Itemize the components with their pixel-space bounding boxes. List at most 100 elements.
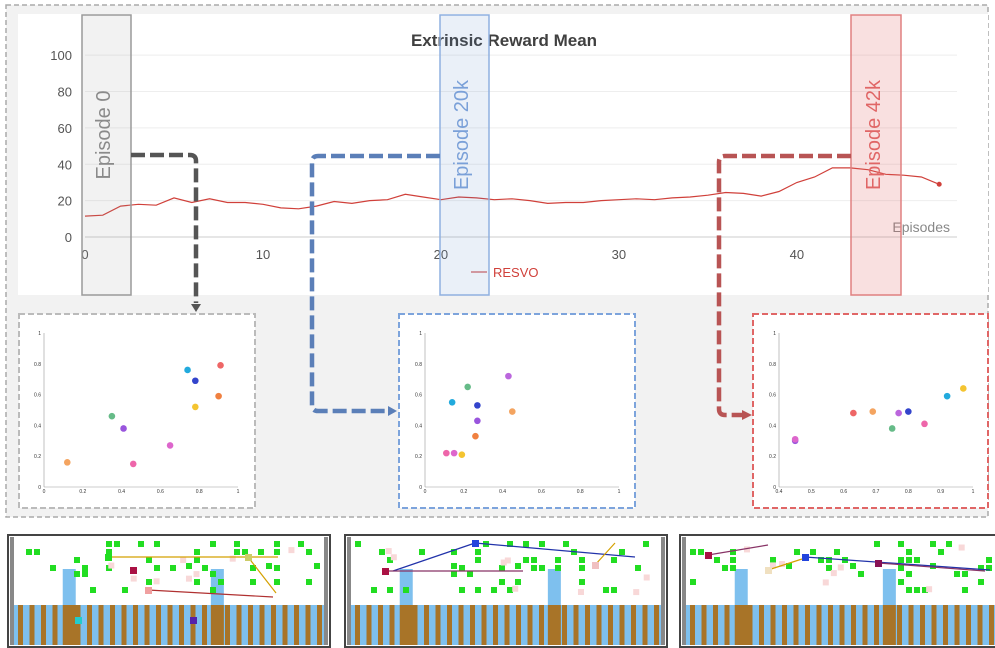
connector-episode-42k: [716, 153, 851, 418]
game-green-cell: [818, 557, 824, 563]
game-green-cell: [938, 549, 944, 555]
game-green-cell: [274, 565, 280, 571]
y-tick-label: 80: [58, 85, 72, 100]
game-green-cell: [770, 557, 776, 563]
game-pillar: [412, 605, 418, 645]
episode-42k-highlight: [850, 14, 902, 296]
game-pillar: [874, 605, 879, 645]
game-green-cell: [906, 549, 912, 555]
game-green-cell: [730, 565, 736, 571]
game-border-left: [347, 537, 351, 645]
game-pillar: [931, 605, 937, 645]
game-green-cell: [978, 565, 984, 571]
game-pink-cell: [390, 554, 397, 561]
game-green-cell: [698, 549, 704, 555]
game-green-cell: [978, 579, 984, 585]
game-pink-cell: [822, 579, 829, 586]
game-green-cell: [114, 541, 120, 547]
game-pillar: [770, 605, 776, 645]
game-green-cell: [515, 563, 521, 569]
game-green-cell: [722, 565, 728, 571]
game-green-cell: [690, 579, 696, 585]
game-green-cell: [850, 563, 856, 569]
game-green-cell: [946, 541, 952, 547]
game-pillar-large: [62, 605, 76, 645]
game-green-cell: [387, 557, 393, 563]
game-snapshot-episode-42k: [679, 534, 995, 648]
game-pillar: [966, 605, 971, 645]
scatter-x-tick-label: 0.5: [808, 489, 815, 495]
game-agent: [765, 567, 772, 574]
game-green-cell: [202, 565, 208, 571]
game-pillar: [435, 605, 441, 645]
game-pink-cell: [779, 561, 786, 568]
game-pillar: [851, 605, 856, 645]
game-pillar: [378, 605, 383, 645]
game-green-cell: [523, 541, 529, 547]
game-pillar: [724, 605, 730, 645]
scatter-x-tick-label: 0: [43, 489, 46, 495]
game-pillar: [52, 605, 58, 645]
game-green-cell: [419, 549, 425, 555]
game-pillar: [424, 605, 429, 645]
game-agent: [105, 554, 112, 561]
game-green-cell: [603, 587, 609, 593]
game-agent: [190, 617, 197, 624]
game-pillar: [573, 605, 579, 645]
scatter-x-tick-label: 0.2: [79, 489, 86, 495]
game-green-cell: [475, 587, 481, 593]
scatter-point: [505, 372, 512, 380]
game-pillar: [29, 605, 35, 645]
game-pink-cell: [958, 544, 965, 551]
game-pillar: [816, 605, 822, 645]
game-green-cell: [451, 563, 457, 569]
game-green-cell: [635, 565, 641, 571]
x-tick-label: 10: [256, 247, 270, 262]
game-pillar: [366, 605, 372, 645]
scatter-point: [943, 392, 951, 400]
game-green-cell: [234, 549, 240, 555]
game-pillar: [294, 605, 299, 645]
game-green-cell: [90, 587, 96, 593]
game-green-cell: [579, 557, 585, 563]
game-green-cell: [539, 565, 545, 571]
game-green-cell: [499, 579, 505, 585]
game-agent: [875, 560, 882, 567]
game-agent-path: [877, 562, 986, 572]
game-green-cell: [690, 549, 696, 555]
x-tick-label: 0: [81, 247, 88, 262]
scatter-y-tick-label: 1: [419, 331, 422, 337]
scatter-point: [448, 399, 456, 406]
game-green-cell: [298, 541, 304, 547]
game-pillar: [225, 605, 230, 645]
game-green-cell: [563, 541, 569, 547]
scatter-point: [63, 459, 71, 466]
scatter-y-tick-label: 0.8: [769, 362, 776, 368]
game-pink-cell: [743, 546, 750, 553]
game-green-cell: [146, 557, 152, 563]
game-pillar: [167, 605, 173, 645]
reward-series-line: [84, 167, 940, 217]
game-green-cell: [906, 587, 912, 593]
game-green-cell: [387, 587, 393, 593]
scatter-x-tick-label: 0.6: [840, 489, 847, 495]
line-chart: 0 20 40 60 80 100 0 10 20 30 40 Extrinsic Reward …: [50, 31, 957, 280]
game-pillar: [190, 605, 196, 645]
game-pillar: [782, 605, 787, 645]
game-pillar: [713, 605, 718, 645]
game-pillar: [470, 605, 475, 645]
game-pink-cell: [180, 557, 187, 564]
game-agent-path: [474, 542, 636, 558]
scatter-y-tick-label: 0.8: [34, 362, 41, 368]
game-green-cell: [106, 549, 112, 555]
game-pink-cell: [229, 555, 236, 562]
game-pillar: [305, 605, 311, 645]
game-agent: [802, 554, 809, 561]
scatter-panel-episode-0: 0 0.2 0.4 0.6 0.8 1 0 0.2 0.4 0.6 0.8 1: [34, 331, 240, 495]
game-pillar: [690, 605, 695, 645]
scatter-y-tick-label: 0.8: [415, 362, 422, 368]
game-green-cell: [874, 541, 880, 547]
game-pillar: [897, 605, 902, 645]
game-green-cell: [250, 565, 256, 571]
scatter-y-tick-label: 0: [773, 485, 776, 491]
